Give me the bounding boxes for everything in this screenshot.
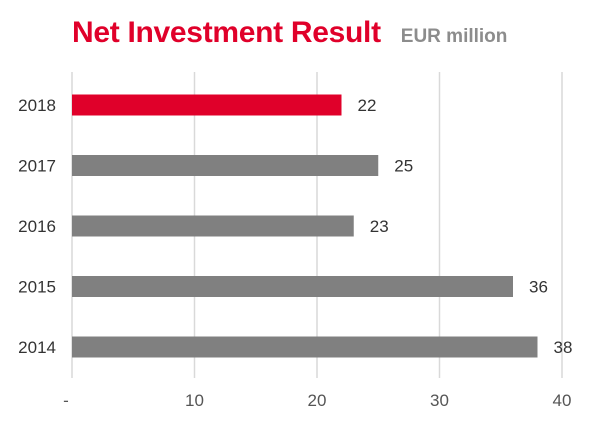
value-label-2017: 25 bbox=[394, 157, 413, 176]
chart-subtitle: EUR million bbox=[400, 26, 508, 47]
value-label-2016: 23 bbox=[370, 217, 389, 236]
chart-header: Net Investment Result EUR million bbox=[72, 16, 507, 56]
value-labels: 22 25 23 36 38 bbox=[358, 96, 573, 357]
bar-2017 bbox=[72, 155, 379, 176]
category-label-2014: 2014 bbox=[18, 338, 56, 357]
x-tick-label-3: 30 bbox=[430, 391, 449, 410]
value-label-2015: 36 bbox=[529, 278, 548, 297]
bar-2018 bbox=[72, 94, 342, 116]
bar-2015 bbox=[72, 276, 513, 297]
x-tick-label-2: 20 bbox=[308, 391, 327, 410]
x-tick-label-1: 10 bbox=[185, 391, 204, 410]
bars bbox=[72, 94, 538, 358]
category-label-2017: 2017 bbox=[18, 157, 56, 176]
x-tick-labels: - 10 20 30 40 bbox=[63, 391, 571, 410]
x-tick-label-0: - bbox=[63, 391, 69, 410]
category-label-2015: 2015 bbox=[18, 278, 56, 297]
value-label-2014: 38 bbox=[554, 338, 573, 357]
bar-2016 bbox=[72, 215, 354, 237]
category-label-2018: 2018 bbox=[18, 96, 56, 115]
bar-2014 bbox=[72, 336, 538, 358]
x-tick-label-4: 40 bbox=[553, 391, 572, 410]
chart-title: Net Investment Result bbox=[72, 16, 381, 49]
category-labels: 2018 2017 2016 2015 2014 bbox=[18, 96, 56, 357]
category-label-2016: 2016 bbox=[18, 217, 56, 236]
value-label-2018: 22 bbox=[358, 96, 377, 115]
